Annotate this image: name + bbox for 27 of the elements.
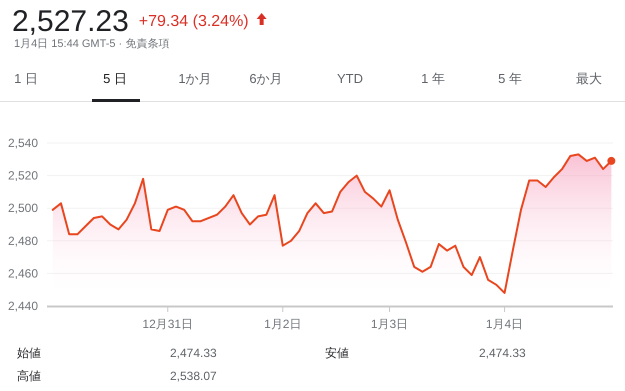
text: 2,538.07: [170, 369, 218, 383]
text: 高値: [17, 369, 41, 383]
y-tick-label: 2,520: [8, 168, 38, 183]
x-tick-label: 1月2日: [264, 317, 302, 331]
text: 6か月: [249, 71, 283, 86]
text: 1 年: [421, 71, 445, 86]
text: 1月4日 15:44 GMT-5 · 免責条項: [14, 37, 170, 50]
y-tick-label: 2,500: [8, 201, 38, 216]
text: 始値: [17, 346, 41, 360]
text: 安値: [325, 346, 349, 360]
text: YTD: [337, 71, 363, 86]
y-tick-label: 2,540: [8, 136, 38, 150]
x-tick-label: 1月3日: [370, 317, 408, 331]
chart-title: 2,527.23: [12, 5, 129, 38]
text: 2,474.33: [170, 346, 218, 360]
x-tick-label: 12月31日: [142, 317, 194, 331]
text: 最大: [576, 71, 602, 86]
y-tick-label: 2,440: [8, 299, 38, 313]
text: 1 日: [14, 71, 38, 86]
chart-subtitle: +79.34 (3.24%): [138, 13, 249, 30]
x-tick-label: 1月4日: [486, 317, 524, 331]
y-tick-label: 2,460: [8, 266, 38, 280]
text: 1か月: [178, 71, 212, 86]
text: 2,474.33: [479, 346, 526, 360]
y-tick-label: 2,480: [8, 234, 38, 248]
text: 5 日: [103, 71, 127, 86]
text: 5 年: [498, 71, 522, 86]
